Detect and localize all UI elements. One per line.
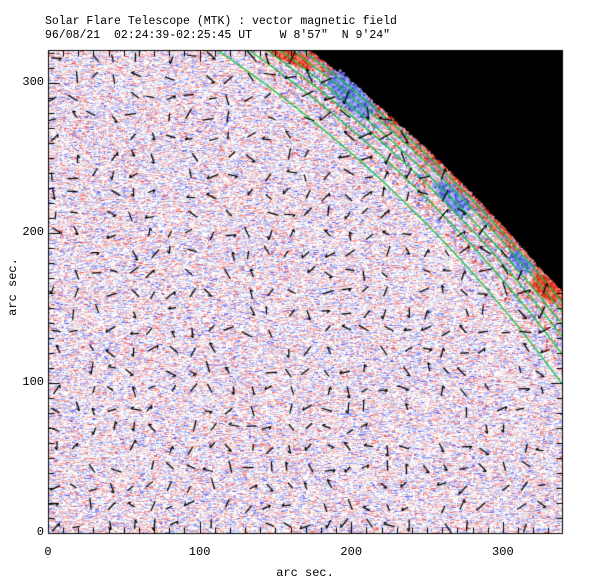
x-tick-label: 200 (340, 545, 363, 559)
y-axis-label: arc sec. (6, 258, 20, 316)
plot-subtitle: 96/08/21 02:24:39-02:25:45 UT W 8'57" N … (45, 29, 391, 42)
plot-title: Solar Flare Telescope (MTK) : vector mag… (45, 15, 397, 28)
y-tick-label: 100 (22, 375, 44, 389)
y-tick-label: 0 (36, 525, 44, 539)
x-tick-label: 100 (188, 545, 211, 559)
x-tick-label: 0 (44, 545, 52, 559)
y-tick-label: 300 (22, 75, 44, 89)
x-tick-label: 300 (492, 545, 514, 559)
y-tick-label: 200 (22, 225, 44, 239)
x-axis-label: arc sec. (276, 566, 334, 580)
